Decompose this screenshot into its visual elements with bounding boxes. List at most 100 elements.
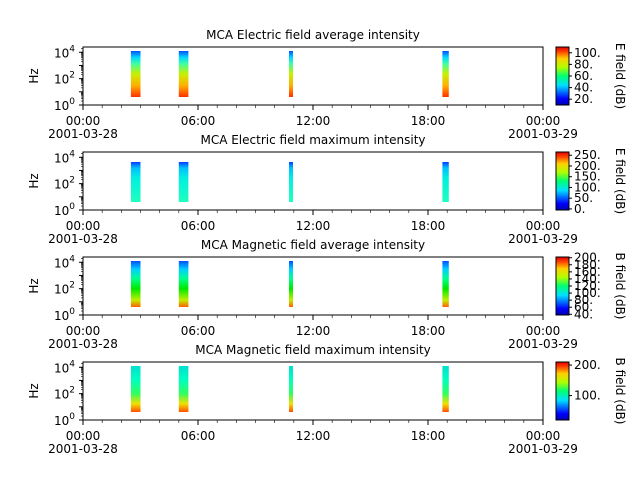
x-tick-label: 18:00 xyxy=(411,114,446,128)
y-tick-label: 100 xyxy=(54,97,75,113)
y-tick-label: 102 xyxy=(54,386,75,402)
colorbar-tick-label: 80. xyxy=(574,57,593,71)
x-tick-label: 18:00 xyxy=(411,324,446,338)
x-date-label: 2001-03-29 xyxy=(508,232,578,246)
x-tick-label: 06:00 xyxy=(181,219,216,233)
colorbar-tick-label: 60. xyxy=(574,69,593,83)
x-tick-label: 00:00 xyxy=(66,219,101,233)
panel-2: MCA Electric field maximum intensity Hz 10… xyxy=(27,133,627,246)
y-tick-label: 102 xyxy=(54,71,75,87)
panel-1: MCA Electric field average intensity Hz 10… xyxy=(27,28,627,141)
colorbar-tick-label: 40. xyxy=(574,81,593,95)
x-date-label: 2001-03-29 xyxy=(508,127,578,141)
y-tick-label: 104 xyxy=(54,149,75,165)
colorbar-tick-label: 160. xyxy=(574,265,601,279)
x-tick-label: 12:00 xyxy=(296,324,331,338)
panel-title: MCA Electric field maximum intensity xyxy=(200,133,425,147)
x-tick-label: 00:00 xyxy=(66,429,101,443)
colorbar-tick-label: 40. xyxy=(574,307,593,321)
data-segment xyxy=(178,366,189,412)
x-tick-label: 12:00 xyxy=(296,429,331,443)
x-tick-label: 06:00 xyxy=(181,114,216,128)
colorbar-label: E field (dB) xyxy=(613,43,627,109)
data-segment xyxy=(442,366,449,412)
colorbar xyxy=(555,256,570,316)
panel-title: MCA Electric field average intensity xyxy=(206,28,420,42)
colorbar-label: B field (dB) xyxy=(613,253,627,320)
data-segment xyxy=(442,51,449,97)
x-date-label: 2001-03-28 xyxy=(48,442,118,456)
data-segment xyxy=(130,51,141,97)
y-axis-label: Hz xyxy=(27,68,41,83)
colorbar-tick-label: 250. xyxy=(574,148,601,162)
x-tick-label: 00:00 xyxy=(526,219,561,233)
data-segment xyxy=(289,162,293,202)
y-tick-label: 104 xyxy=(54,254,75,270)
panel-title: MCA Magnetic field average intensity xyxy=(201,238,425,252)
panel-3: MCA Magnetic field average intensity Hz 10… xyxy=(27,238,627,351)
data-segment xyxy=(130,366,141,412)
y-axis-label: Hz xyxy=(27,383,41,398)
colorbar-tick-label: 100. xyxy=(574,46,601,60)
y-tick-label: 104 xyxy=(54,44,75,60)
x-tick-label: 00:00 xyxy=(526,324,561,338)
y-axis-label: Hz xyxy=(27,173,41,188)
colorbar-tick-label: 120. xyxy=(574,279,601,293)
axes-frame xyxy=(82,151,544,211)
x-tick-label: 06:00 xyxy=(181,324,216,338)
x-tick-label: 00:00 xyxy=(66,324,101,338)
data-segment xyxy=(178,162,189,202)
y-tick-label: 100 xyxy=(54,202,75,218)
data-segment xyxy=(289,51,293,97)
colorbar-tick-label: 20. xyxy=(574,92,593,106)
y-tick-label: 104 xyxy=(54,359,75,375)
data-segment xyxy=(178,51,189,97)
colorbar-tick-label: 140. xyxy=(574,272,601,286)
data-segment xyxy=(289,366,293,412)
colorbar-tick-label: 180. xyxy=(574,258,601,272)
colorbar-tick-label: 60. xyxy=(574,300,593,314)
data-segment xyxy=(130,261,141,307)
x-tick-label: 00:00 xyxy=(66,114,101,128)
panel-4: MCA Magnetic field maximum intensity Hz 10… xyxy=(27,343,627,456)
axes-frame xyxy=(82,46,544,106)
data-segment xyxy=(130,162,141,202)
data-segment xyxy=(442,261,449,307)
colorbar xyxy=(555,46,570,106)
colorbar-tick-label: 200. xyxy=(574,251,601,265)
colorbar-tick-label: 50. xyxy=(574,191,593,205)
x-date-label: 2001-03-29 xyxy=(508,442,578,456)
colorbar-label: E field (dB) xyxy=(613,148,627,214)
colorbar-tick-label: 200. xyxy=(574,159,601,173)
x-tick-label: 18:00 xyxy=(411,219,446,233)
colorbar-tick-label: 200. xyxy=(574,358,601,372)
colorbar xyxy=(555,151,570,211)
x-tick-label: 00:00 xyxy=(526,114,561,128)
x-date-label: 2001-03-28 xyxy=(48,127,118,141)
colorbar-tick-label: 100. xyxy=(574,180,601,194)
panel-title: MCA Magnetic field maximum intensity xyxy=(195,343,431,357)
colorbar-tick-label: 100. xyxy=(574,286,601,300)
colorbar-tick-label: 150. xyxy=(574,170,601,184)
data-segment xyxy=(289,261,293,307)
x-tick-label: 12:00 xyxy=(296,114,331,128)
colorbar-tick-label: 80. xyxy=(574,293,593,307)
x-tick-label: 00:00 xyxy=(526,429,561,443)
x-date-label: 2001-03-28 xyxy=(48,232,118,246)
y-tick-label: 102 xyxy=(54,281,75,297)
axes-frame xyxy=(82,361,544,421)
y-tick-label: 100 xyxy=(54,307,75,323)
x-date-label: 2001-03-28 xyxy=(48,337,118,351)
x-tick-label: 12:00 xyxy=(296,219,331,233)
data-segment xyxy=(442,162,449,202)
x-date-label: 2001-03-29 xyxy=(508,337,578,351)
data-segment xyxy=(178,261,189,307)
colorbar-label: B field (dB) xyxy=(613,358,627,425)
x-tick-label: 18:00 xyxy=(411,429,446,443)
axes-frame xyxy=(82,256,544,316)
x-tick-label: 06:00 xyxy=(181,429,216,443)
colorbar-tick-label: 100. xyxy=(574,389,601,403)
y-tick-label: 102 xyxy=(54,176,75,192)
y-tick-label: 100 xyxy=(54,412,75,428)
